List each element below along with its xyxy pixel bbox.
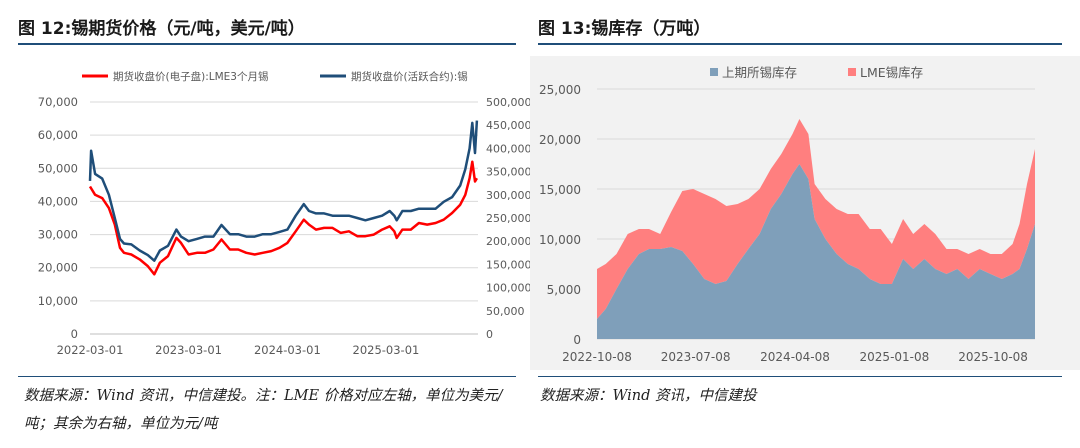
y-tick-left: 40,000 <box>38 194 78 208</box>
series-line-2 <box>88 120 479 262</box>
x-tick: 2024-03-01 <box>254 343 321 357</box>
y-tick-right: 50,000 <box>486 305 525 318</box>
y-tick: 25,000 <box>539 83 581 97</box>
x-tick: 2023-03-01 <box>155 343 222 357</box>
y-tick-right: 450,000 <box>486 119 530 132</box>
x-tick: 2024-04-08 <box>760 350 830 364</box>
x-tick: 2025-01-08 <box>860 350 930 364</box>
source-note-right: 数据来源：Wind 资讯，中信建投 <box>540 388 757 404</box>
legend-swatch <box>848 68 856 76</box>
tin-inventory-chart: 0 5,000 10,000 15,000 20,000 25,000 2022-10-08… <box>530 56 1080 370</box>
chart-13-title: 图 13:锡库存（万吨） <box>538 19 711 39</box>
y-tick: 10,000 <box>539 233 581 247</box>
legend-label: LME锡库存 <box>860 65 923 80</box>
area-lme <box>597 119 1035 319</box>
y-tick-right: 150,000 <box>486 258 530 271</box>
x-tick: 2025-03-01 <box>353 343 420 357</box>
source-rule-left <box>18 376 516 377</box>
y-tick-right: 250,000 <box>486 212 530 225</box>
y-tick-right: 400,000 <box>486 142 530 155</box>
y-tick-left: 20,000 <box>38 261 78 275</box>
source-rule-right <box>538 376 1062 377</box>
x-tick: 2023-07-08 <box>661 350 731 364</box>
y-tick: 5,000 <box>547 283 581 297</box>
y-tick: 0 <box>573 333 581 347</box>
y-tick-right: 300,000 <box>486 189 530 202</box>
title-rule-left <box>18 43 516 45</box>
y-tick-right: 100,000 <box>486 282 530 295</box>
legend-label: 期货收盘价(活跃合约):锡 <box>351 70 468 83</box>
y-tick: 20,000 <box>539 133 581 147</box>
x-tick: 2025-10-08 <box>958 350 1028 364</box>
area-shfe <box>597 164 1035 339</box>
tin-price-chart: 0 10,000 20,000 30,000 40,000 50,000 60,000 70,… <box>38 70 530 357</box>
x-tick: 2022-10-08 <box>562 350 632 364</box>
x-tick: 2022-03-01 <box>57 343 124 357</box>
y-tick-left: 50,000 <box>38 161 78 175</box>
chart-12-title: 图 12:锡期货价格（元/吨，美元/吨） <box>18 19 305 39</box>
y-tick: 15,000 <box>539 183 581 197</box>
y-tick-left: 30,000 <box>38 228 78 242</box>
y-tick-left: 60,000 <box>38 128 78 142</box>
legend-swatch <box>710 68 718 76</box>
y-tick-left: 70,000 <box>38 95 78 109</box>
y-tick-right: 350,000 <box>486 166 530 179</box>
series-line-1 <box>88 160 478 276</box>
source-note-left: 数据来源：Wind 资讯，中信建投。注：LME 价格对应左轴，单位为美元/吨；其… <box>24 388 503 432</box>
y-tick-right: 200,000 <box>486 235 530 248</box>
y-tick-right: 500,000 <box>486 96 530 109</box>
y-tick-left: 0 <box>71 327 78 341</box>
legend-label: 期货收盘价(电子盘):LME3个月锡 <box>113 70 268 83</box>
legend-label: 上期所锡库存 <box>722 65 797 80</box>
y-tick-left: 10,000 <box>38 294 78 308</box>
y-tick-right: 0 <box>486 328 493 341</box>
title-rule-right <box>538 43 1062 45</box>
